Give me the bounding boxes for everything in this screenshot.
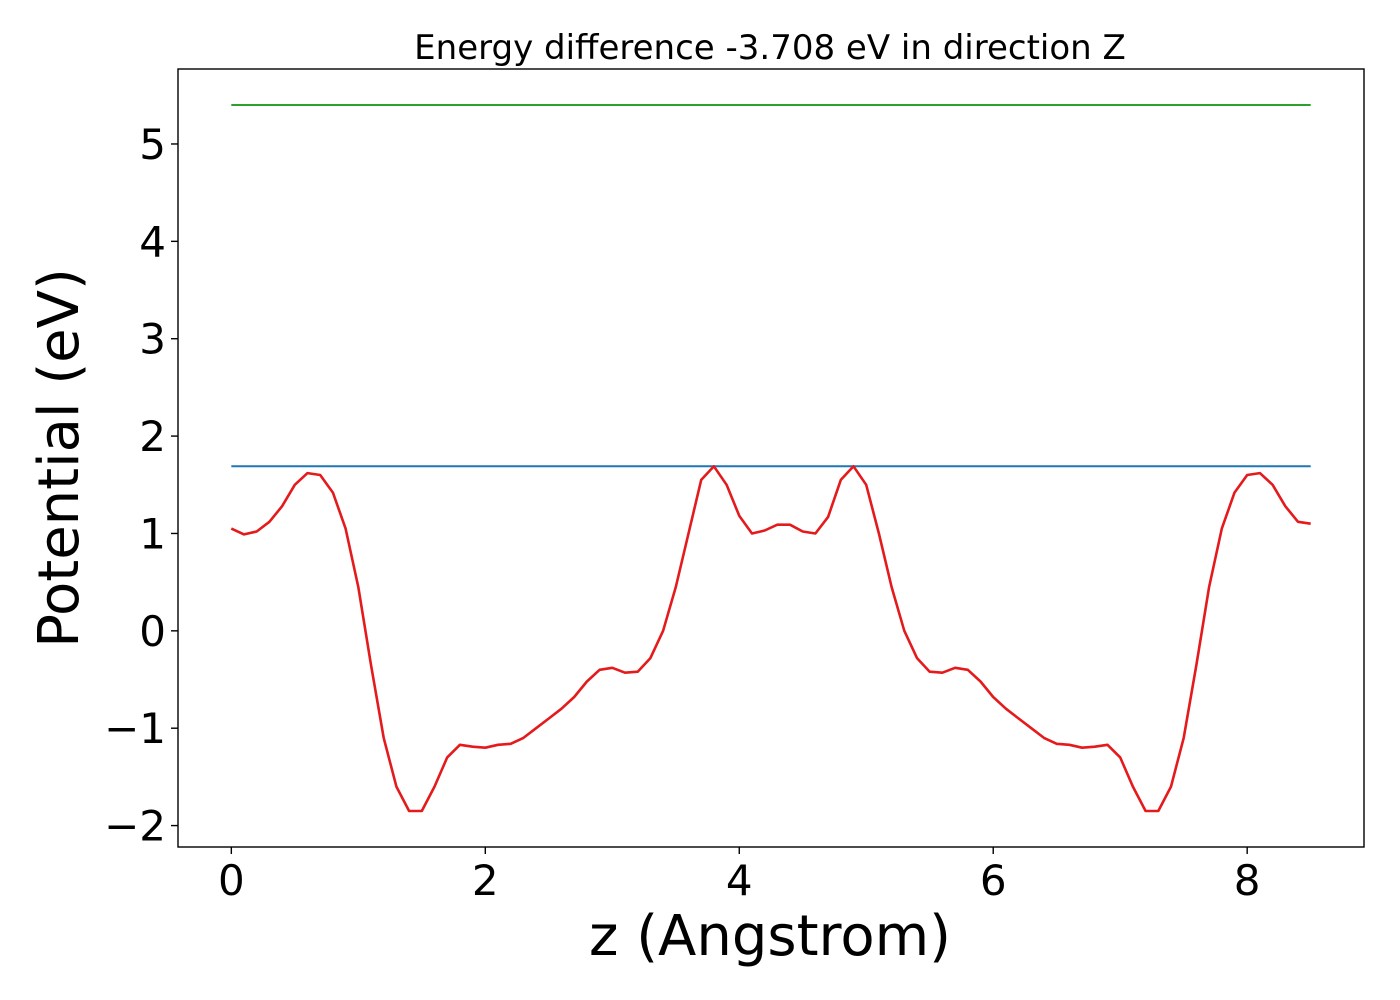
y-tick-label: −2	[104, 802, 166, 851]
y-tick-label: 0	[139, 607, 166, 656]
y-tick-label: 1	[139, 509, 166, 558]
x-tick-label: 2	[472, 856, 499, 905]
y-tick-label: −1	[104, 704, 166, 753]
y-tick-label: 3	[139, 315, 166, 364]
series-layer	[230, 104, 1311, 813]
y-tick-label: 2	[139, 412, 166, 461]
x-tick-label: 0	[218, 856, 245, 905]
y-axis-ticks: −2 −1 0 1 2 3 4 5	[104, 120, 178, 851]
y-axis-label: Potential (eV)	[27, 268, 92, 648]
x-axis-label: z (Angstrom)	[589, 904, 951, 969]
x-tick-label: 8	[1234, 856, 1261, 905]
series-line-2	[230, 465, 1311, 813]
y-tick-label: 5	[139, 120, 166, 169]
plot-frame	[177, 68, 1365, 848]
chart-title: Energy difference -3.708 eV in direction…	[414, 28, 1126, 68]
x-tick-label: 6	[980, 856, 1007, 905]
x-axis-ticks: 0 2 4 6 8	[218, 847, 1261, 905]
y-tick-label: 4	[139, 217, 166, 266]
x-tick-label: 4	[726, 856, 753, 905]
